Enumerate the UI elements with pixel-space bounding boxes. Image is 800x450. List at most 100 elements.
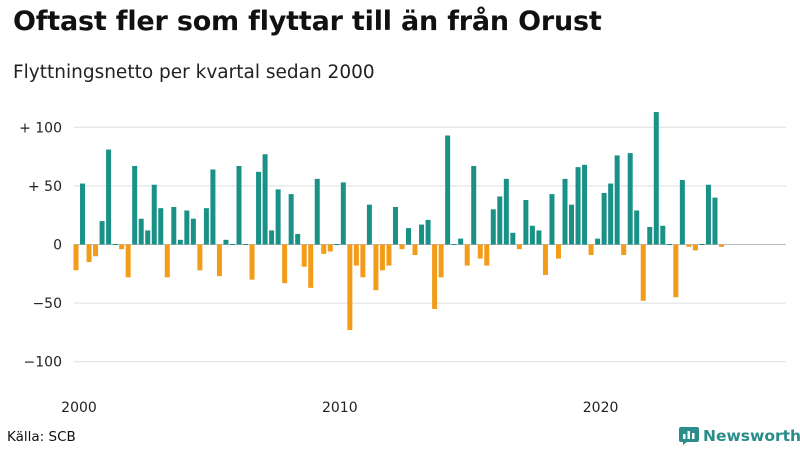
bar	[477, 244, 483, 259]
bar	[132, 165, 138, 245]
bar	[595, 238, 601, 245]
bar	[256, 171, 262, 245]
bar	[445, 135, 451, 245]
bar	[223, 239, 229, 245]
y-tick-label: −50	[32, 296, 62, 312]
chart-subtitle: Flyttningsnetto per kvartal sedan 2000	[13, 62, 375, 83]
bar	[353, 244, 359, 266]
bar	[647, 226, 653, 245]
bar	[158, 208, 164, 245]
bar	[536, 230, 542, 245]
bar	[627, 153, 633, 245]
bar	[699, 244, 705, 245]
bar	[705, 184, 711, 245]
bar	[438, 244, 444, 278]
bar	[503, 178, 509, 245]
bar	[301, 244, 307, 267]
bar	[171, 206, 177, 245]
bar	[666, 244, 672, 245]
bar	[86, 244, 92, 263]
bar	[314, 178, 320, 245]
bar	[275, 189, 281, 245]
y-tick-label: + 100	[19, 120, 62, 136]
bar	[197, 244, 203, 271]
bar	[125, 244, 131, 278]
bar	[282, 244, 288, 284]
bar	[151, 184, 157, 245]
bar	[614, 155, 620, 245]
bar	[80, 183, 86, 245]
bar	[399, 244, 405, 250]
bar	[523, 199, 529, 245]
bar-chart: + 100 + 50 0 −50 −100 2000 2010 2020	[19, 112, 786, 416]
bar	[471, 165, 477, 245]
bar	[458, 238, 464, 245]
bar	[288, 194, 294, 245]
x-tick-label: 2000	[61, 400, 97, 416]
bar	[177, 239, 183, 245]
bar	[269, 230, 275, 245]
y-tick-label: 0	[53, 238, 62, 254]
bar	[295, 233, 301, 245]
bar	[653, 112, 659, 245]
bar	[686, 244, 692, 247]
bar	[529, 225, 535, 245]
bar	[321, 244, 327, 254]
bar	[164, 244, 170, 278]
bar	[549, 194, 555, 245]
bar	[392, 206, 398, 245]
bar	[601, 192, 607, 245]
bar	[510, 232, 516, 245]
bar	[112, 244, 118, 245]
bar	[660, 225, 666, 245]
bar	[138, 218, 144, 245]
bar	[229, 244, 235, 245]
bar	[555, 244, 561, 259]
bar	[712, 197, 718, 245]
bar	[236, 165, 242, 245]
bar	[190, 218, 196, 245]
bar	[93, 244, 99, 257]
bar	[621, 244, 627, 256]
bar	[497, 196, 503, 245]
bar	[308, 244, 314, 288]
bar	[425, 219, 431, 245]
bar	[634, 210, 640, 245]
x-tick-label: 2020	[583, 400, 619, 416]
bar	[542, 244, 548, 275]
bar	[640, 244, 646, 301]
bar	[360, 244, 366, 278]
bar	[119, 244, 125, 250]
bar	[73, 244, 79, 271]
bar	[692, 244, 698, 251]
bar	[516, 244, 522, 250]
bar	[679, 180, 685, 245]
bar	[412, 244, 418, 256]
bar	[249, 244, 255, 280]
bar	[379, 244, 385, 271]
y-tick-label: + 50	[28, 179, 62, 195]
bar	[451, 244, 457, 245]
bar	[484, 244, 490, 266]
bar	[608, 183, 614, 245]
bar	[210, 169, 216, 245]
bar	[340, 182, 346, 245]
bar	[99, 221, 105, 245]
bar	[386, 244, 392, 266]
brand-logo: Newsworthy	[679, 427, 800, 445]
bar	[145, 230, 151, 245]
y-tick-label: −100	[24, 355, 62, 371]
bar	[262, 154, 268, 245]
bar	[569, 204, 575, 245]
x-tick-label: 2010	[322, 400, 358, 416]
bar	[419, 224, 425, 245]
bar	[575, 167, 581, 245]
bar	[243, 244, 249, 245]
bar	[406, 228, 412, 245]
bar	[718, 244, 724, 247]
bar	[184, 210, 190, 245]
bar	[562, 178, 568, 245]
bar	[588, 244, 594, 256]
bar	[347, 244, 353, 331]
chart-title: Oftast fler som flyttar till än från Oru…	[13, 6, 602, 37]
